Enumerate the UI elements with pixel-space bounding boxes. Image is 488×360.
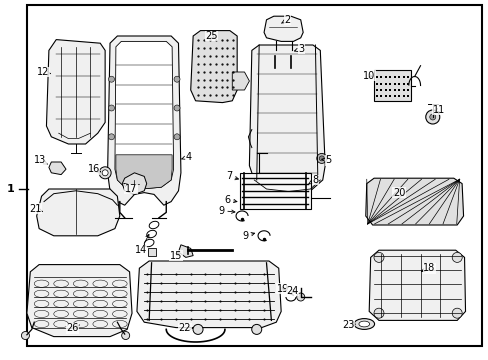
Text: 23: 23	[341, 320, 354, 330]
Text: 21: 21	[29, 204, 42, 214]
Circle shape	[174, 105, 180, 111]
Circle shape	[21, 332, 29, 339]
Text: 10: 10	[362, 71, 375, 81]
Text: 1: 1	[7, 184, 15, 194]
Circle shape	[193, 324, 203, 334]
Circle shape	[319, 156, 324, 161]
Text: 9: 9	[218, 206, 234, 216]
Circle shape	[99, 167, 111, 179]
Circle shape	[373, 308, 383, 318]
Text: 7: 7	[225, 171, 238, 181]
Circle shape	[429, 114, 435, 120]
Bar	[283, 45, 293, 56]
Polygon shape	[122, 173, 146, 194]
Polygon shape	[368, 250, 465, 320]
Polygon shape	[137, 261, 281, 328]
Text: 12: 12	[37, 67, 50, 77]
Ellipse shape	[353, 319, 374, 329]
Text: 13: 13	[34, 155, 47, 165]
Text: 6: 6	[224, 195, 237, 205]
Text: 3: 3	[294, 44, 304, 54]
Text: 8: 8	[308, 175, 318, 185]
Polygon shape	[27, 265, 132, 337]
Circle shape	[108, 76, 114, 82]
Circle shape	[373, 252, 383, 262]
Polygon shape	[190, 31, 237, 103]
Bar	[147, 248, 155, 256]
Circle shape	[425, 110, 439, 124]
Text: 17: 17	[123, 184, 137, 194]
Polygon shape	[178, 245, 193, 257]
Polygon shape	[107, 36, 181, 205]
Circle shape	[316, 153, 326, 163]
Bar	[373, 70, 410, 101]
Text: 16: 16	[87, 164, 101, 174]
Circle shape	[174, 134, 180, 140]
Polygon shape	[37, 189, 120, 236]
Circle shape	[102, 170, 108, 176]
Polygon shape	[365, 178, 463, 225]
Circle shape	[451, 252, 461, 262]
Text: 11: 11	[431, 105, 444, 115]
Polygon shape	[46, 40, 105, 144]
Text: 26: 26	[66, 323, 79, 333]
Circle shape	[108, 105, 114, 111]
Text: 19: 19	[276, 284, 288, 294]
Circle shape	[296, 293, 304, 301]
Polygon shape	[49, 162, 66, 175]
Text: 2: 2	[281, 15, 290, 25]
Polygon shape	[115, 41, 173, 189]
Text: 22: 22	[178, 323, 192, 333]
Text: 14: 14	[134, 234, 149, 255]
Polygon shape	[264, 16, 303, 41]
Text: 20: 20	[391, 188, 405, 198]
Text: 9: 9	[242, 231, 254, 241]
Text: 5: 5	[321, 155, 331, 165]
Polygon shape	[232, 72, 249, 90]
Text: 24: 24	[285, 286, 298, 296]
Circle shape	[122, 332, 129, 339]
Circle shape	[451, 308, 461, 318]
Bar	[267, 45, 277, 56]
Circle shape	[174, 76, 180, 82]
Ellipse shape	[358, 321, 369, 327]
Circle shape	[251, 324, 261, 334]
Text: 18: 18	[421, 263, 435, 273]
Text: 15: 15	[169, 251, 182, 261]
Text: 25: 25	[204, 31, 217, 41]
Bar	[239, 173, 310, 209]
Circle shape	[108, 134, 114, 140]
Text: 4: 4	[182, 152, 191, 162]
Polygon shape	[249, 45, 325, 191]
Polygon shape	[116, 155, 172, 189]
